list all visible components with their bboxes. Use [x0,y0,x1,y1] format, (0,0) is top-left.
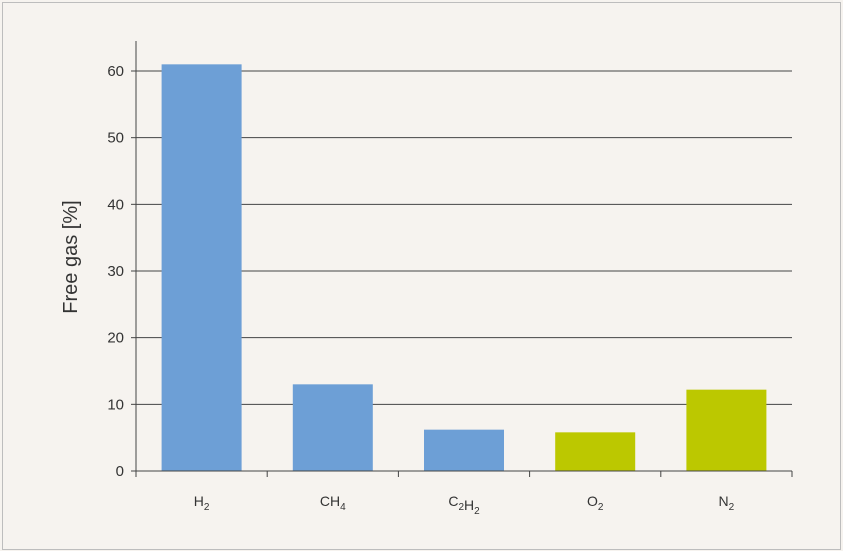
y-tick-label: 0 [116,463,124,480]
y-axis-title: Free gas [%] [60,200,82,313]
y-tick-label: 20 [107,330,124,347]
x-tick-label: O2 [587,493,604,513]
bar [555,432,636,471]
y-tick-label: 50 [107,130,124,147]
axes [131,41,793,477]
bar-chart: 0 10 20 30 40 50 60 H2 CH4 C2H2 O2 N2 Free gas [%] [60,41,793,517]
gridlines [136,70,792,405]
x-tick-label: N2 [719,493,735,513]
y-tick-label: 60 [107,63,124,80]
bar [686,389,767,471]
x-category-labels: H2 CH4 C2H2 O2 N2 [194,493,735,517]
y-tick-label: 30 [107,263,124,280]
x-tick-label: CH4 [320,493,346,513]
y-tick-label: 10 [107,396,124,413]
bar [161,64,242,472]
y-tick-label: 40 [107,196,124,213]
y-tick-labels: 0 10 20 30 40 50 60 [107,63,124,480]
x-tick-label: C2H2 [448,493,480,517]
x-tick-label: H2 [194,493,210,513]
bar [292,384,373,471]
bars [161,64,767,472]
bar [424,429,504,471]
